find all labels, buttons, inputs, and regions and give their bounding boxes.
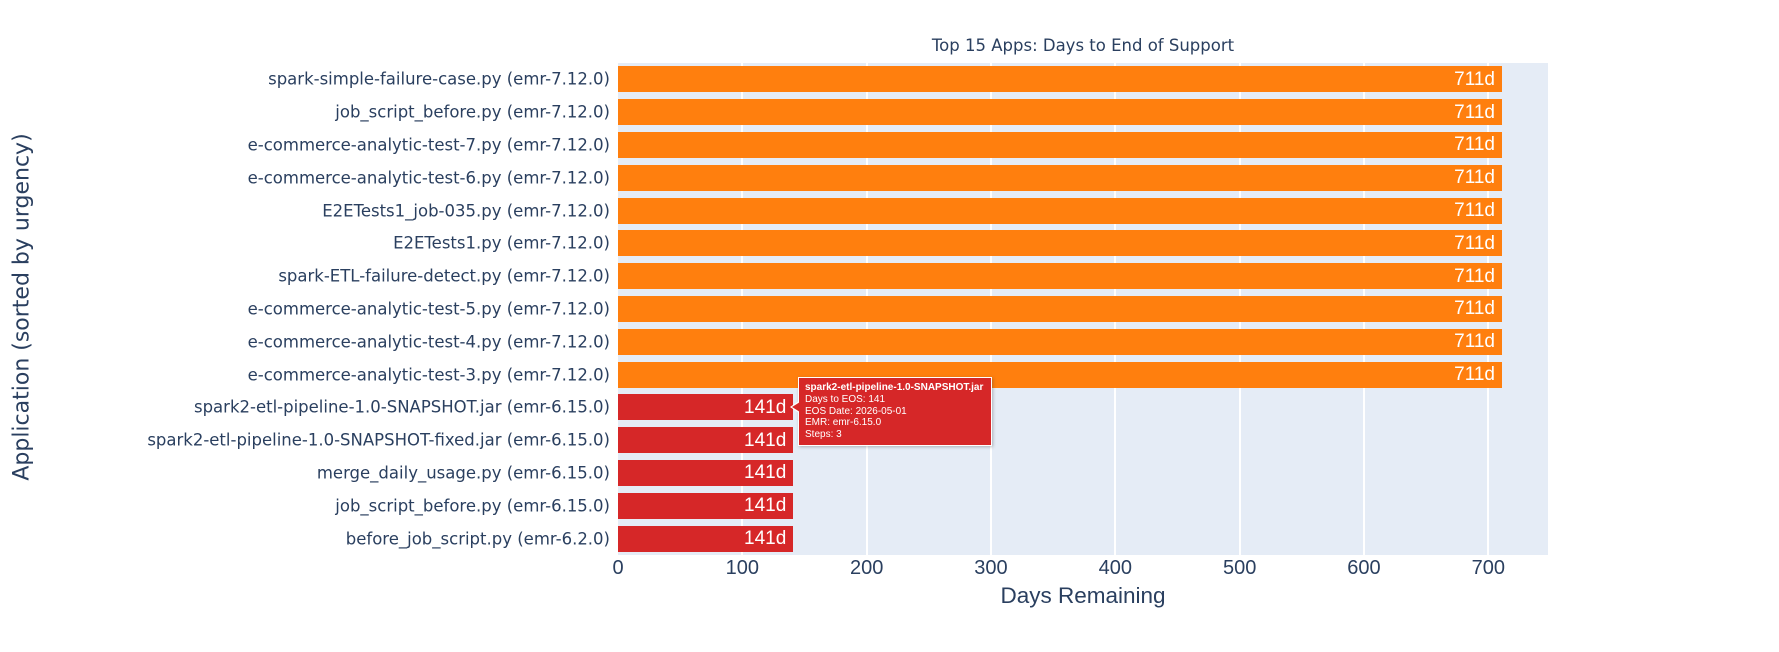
- bar-10[interactable]: 141d: [618, 394, 794, 421]
- tooltip-line-1: EOS Date: 2026-05-01: [805, 405, 907, 417]
- bar-value-label: 711d: [1454, 364, 1495, 386]
- bar-value-label: 711d: [1454, 134, 1495, 156]
- plot-area: 711d 711d 711d 711d 711d 711d 711d 711d 711d 711d…: [618, 63, 1548, 555]
- y-tick-label-5: E2ETests1.py (emr-7.12.0): [393, 233, 610, 253]
- y-tick-label-4: E2ETests1_job-035.py (emr-7.12.0): [322, 201, 610, 221]
- y-tick-label-13: job_script_before.py (emr-6.15.0): [335, 496, 610, 516]
- bar-value-label: 711d: [1454, 298, 1495, 320]
- x-tick-label-600: 600: [1347, 557, 1381, 579]
- bar-13[interactable]: 141d: [618, 492, 794, 519]
- bar-12[interactable]: 141d: [618, 459, 794, 487]
- bar-value-label: 711d: [1454, 68, 1495, 90]
- bar-value-label: 141d: [744, 528, 787, 550]
- bar-6[interactable]: 711d: [618, 263, 1502, 290]
- bar-value-label: 711d: [1454, 200, 1495, 222]
- x-tick-label-200: 200: [849, 557, 884, 579]
- y-tick-label-0: spark-simple-failure-case.py (emr-7.12.0…: [268, 69, 610, 89]
- y-tick-label-3: e-commerce-analytic-test-6.py (emr-7.12.…: [247, 168, 610, 188]
- bar-11[interactable]: 141d: [618, 427, 794, 454]
- tooltip-line-2: EMR: emr-6.15.0: [805, 417, 882, 428]
- bar-2[interactable]: 711d: [618, 131, 1502, 159]
- bar-value-label: 711d: [1454, 331, 1495, 353]
- tooltip-line-3: Steps: 3: [805, 428, 842, 440]
- hover-tooltip: spark2-etl-pipeline-1.0-SNAPSHOT.jar Day…: [790, 377, 993, 446]
- tooltip-line-0: Days to EOS: 141: [805, 394, 886, 405]
- chart-title: Top 15 Apps: Days to End of Support: [931, 36, 1235, 55]
- y-tick-label-7: e-commerce-analytic-test-5.py (emr-7.12.…: [247, 299, 610, 319]
- y-tick-label-12: merge_daily_usage.py (emr-6.15.0): [316, 463, 610, 483]
- bar-value-label: 141d: [744, 462, 787, 484]
- x-tick-label-100: 100: [725, 557, 760, 579]
- y-axis-title: Application (sorted by urgency): [9, 133, 35, 481]
- bar-8[interactable]: 711d: [618, 328, 1502, 355]
- bar-3[interactable]: 711d: [618, 164, 1502, 191]
- bar-value-label: 711d: [1454, 101, 1495, 123]
- bar-value-label: 141d: [744, 495, 787, 517]
- bar-0[interactable]: 711d: [618, 66, 1502, 93]
- bar-value-label: 141d: [744, 429, 787, 451]
- tooltip-body: Days to EOS: 141 EOS Date: 2026-05-01 EMR:…: [805, 394, 983, 440]
- bar-value-label: 711d: [1454, 232, 1495, 254]
- y-tick-label-2: e-commerce-analytic-test-7.py (emr-7.12.…: [247, 135, 610, 155]
- bar-4[interactable]: 711d: [618, 197, 1502, 224]
- bar-1[interactable]: 711d: [618, 99, 1502, 126]
- bar-value-label: 711d: [1454, 265, 1495, 287]
- x-tick-label-500: 500: [1222, 557, 1257, 579]
- bar-14[interactable]: 141d: [618, 525, 794, 552]
- bar-value-label: 141d: [744, 396, 787, 418]
- y-tick-label-11: spark2-etl-pipeline-1.0-SNAPSHOT-fixed.j…: [147, 430, 610, 450]
- tooltip-title: spark2-etl-pipeline-1.0-SNAPSHOT.jar: [805, 382, 984, 393]
- x-tick-label-700: 700: [1471, 557, 1505, 579]
- tooltip-caret-icon: [792, 402, 800, 412]
- x-tick-label-300: 300: [974, 557, 1008, 579]
- y-tick-label-14: before_job_script.py (emr-6.2.0): [345, 529, 610, 549]
- bar-value-label: 711d: [1454, 167, 1495, 189]
- y-tick-label-9: e-commerce-analytic-test-3.py (emr-7.12.…: [247, 365, 610, 385]
- x-axis-title: Days Remaining: [1000, 583, 1166, 608]
- y-tick-label-6: spark-ETL-failure-detect.py (emr-7.12.0): [278, 266, 610, 286]
- bar-7[interactable]: 711d: [618, 295, 1502, 323]
- y-tick-label-1: job_script_before.py (emr-7.12.0): [335, 102, 610, 122]
- bar-5[interactable]: 711d: [618, 230, 1502, 257]
- x-tick-label-0: 0: [612, 557, 624, 579]
- x-tick-label-400: 400: [1098, 557, 1132, 579]
- y-tick-label-8: e-commerce-analytic-test-4.py (emr-7.12.…: [247, 332, 610, 352]
- bar-9[interactable]: 711d: [618, 361, 1502, 388]
- y-tick-label-10: spark2-etl-pipeline-1.0-SNAPSHOT.jar (em…: [193, 397, 610, 417]
